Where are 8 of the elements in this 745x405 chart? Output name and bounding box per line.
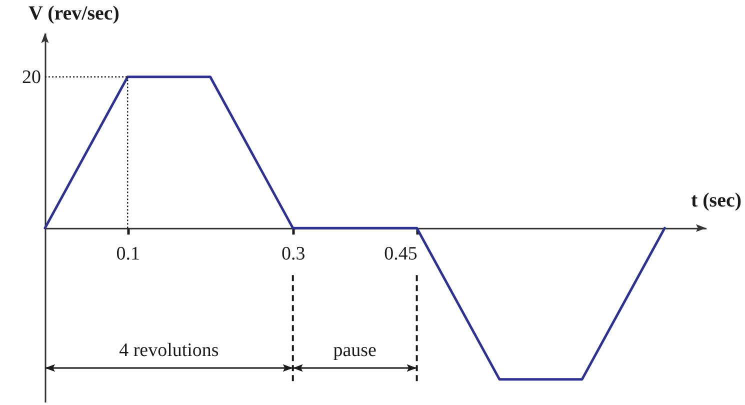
x-tick-label: 0.45 (384, 244, 418, 265)
annotation: pause (333, 340, 376, 361)
x-axis-title: t (sec) (690, 190, 742, 212)
x-tick-label: 0.3 (282, 244, 306, 265)
annotation: 20 (22, 66, 41, 88)
x-tick-label: 0.1 (116, 244, 140, 265)
annotation: 4 revolutions (119, 340, 219, 361)
y-axis-title: V (rev/sec) (28, 2, 120, 24)
